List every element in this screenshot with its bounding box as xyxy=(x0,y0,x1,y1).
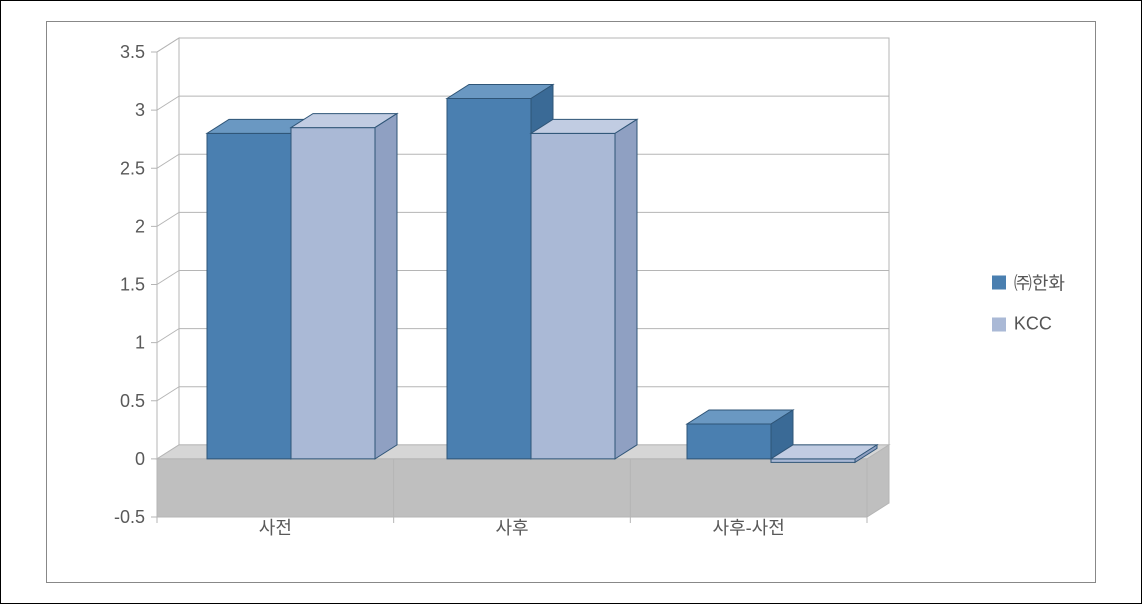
svg-text:3.5: 3.5 xyxy=(120,42,145,62)
svg-text:사후: 사후 xyxy=(495,518,528,538)
svg-text:3: 3 xyxy=(135,100,145,120)
legend-label-kcc: KCC xyxy=(1014,314,1052,335)
svg-text:2: 2 xyxy=(135,216,145,236)
chart-outer-frame: -0.5 0 0.5 1 1.5 2 2.5 3 3.5 사전 사후 사후-사전 ㈜한화 KCC xyxy=(0,0,1142,604)
svg-text:사전: 사전 xyxy=(259,518,292,538)
svg-text:0: 0 xyxy=(135,449,145,469)
svg-text:2.5: 2.5 xyxy=(120,158,145,178)
legend-swatch-hanwha xyxy=(992,276,1006,290)
svg-text:1: 1 xyxy=(135,333,145,353)
svg-text:-0.5: -0.5 xyxy=(114,507,145,527)
legend-item-hanwha: ㈜한화 xyxy=(992,270,1065,296)
svg-text:0.5: 0.5 xyxy=(120,391,145,411)
legend-label-hanwha: ㈜한화 xyxy=(1014,270,1065,296)
svg-text:사후-사전: 사후-사전 xyxy=(713,518,785,538)
legend: ㈜한화 KCC xyxy=(992,252,1065,353)
chart-inner-frame: -0.5 0 0.5 1 1.5 2 2.5 3 3.5 사전 사후 사후-사전 ㈜한화 KCC xyxy=(46,21,1096,583)
bar-chart-3d: -0.5 0 0.5 1 1.5 2 2.5 3 3.5 사전 사후 사후-사전 xyxy=(47,22,1095,582)
legend-swatch-kcc xyxy=(992,317,1006,331)
svg-text:1.5: 1.5 xyxy=(120,275,145,295)
legend-item-kcc: KCC xyxy=(992,314,1065,335)
